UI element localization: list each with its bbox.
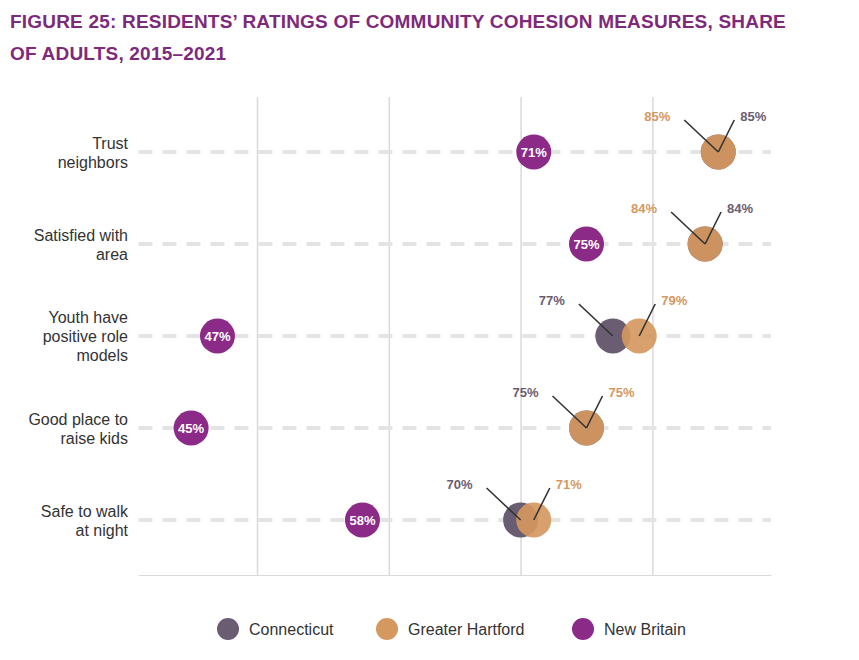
data-label: 47% — [204, 329, 230, 344]
dot — [174, 411, 209, 446]
data-label: 75% — [512, 385, 538, 400]
leader-line — [552, 396, 586, 428]
grid-line — [257, 97, 259, 575]
legend-swatch — [217, 618, 239, 640]
category-label: Trustneighbors — [58, 135, 129, 171]
legend-swatch — [376, 618, 398, 640]
category-label: Good place toraise kids — [28, 411, 128, 447]
data-label: 58% — [349, 513, 375, 528]
leader-line — [705, 212, 721, 244]
data-label: 79% — [661, 293, 687, 308]
category-label: Satisfied witharea — [34, 227, 128, 263]
x-tick — [257, 97, 258, 575]
category-label: Safe to walkat night — [41, 503, 129, 539]
leader-line — [487, 488, 521, 520]
row-guide — [138, 242, 771, 246]
legend-swatch — [572, 618, 594, 640]
x-axis-line — [139, 575, 772, 576]
data-label: 70% — [447, 477, 473, 492]
data-label: 71% — [556, 477, 582, 492]
data-label: 85% — [740, 109, 766, 124]
data-label: 77% — [539, 293, 565, 308]
data-labels: 71% 75% 47% 45% 58% 85% 85% 84% 84% 77% 79% 75% 75% 7… — [178, 109, 767, 528]
data-label: 75% — [573, 237, 599, 252]
leader-line — [586, 396, 602, 428]
row-guide — [138, 150, 771, 154]
row-guide — [138, 426, 771, 430]
marks — [174, 135, 736, 538]
data-label: 71% — [521, 145, 547, 160]
leader-line — [684, 120, 718, 152]
leader-line — [534, 488, 550, 520]
leader-line — [671, 212, 705, 244]
data-label: 84% — [631, 201, 657, 216]
legend-label: Greater Hartford — [408, 621, 524, 638]
legend: Connecticut Greater Hartford New Britain — [217, 618, 686, 640]
row-guides — [138, 152, 771, 520]
dot — [516, 135, 551, 170]
x-axis — [139, 97, 772, 576]
dot — [345, 503, 380, 538]
dot — [200, 319, 235, 354]
chart-svg: Trustneighbors Satisfied witharea Youth ha… — [0, 0, 859, 660]
dot — [569, 227, 604, 262]
data-label: 45% — [178, 421, 204, 436]
legend-label: New Britain — [604, 621, 686, 638]
leader-line — [639, 304, 655, 336]
leader-line — [718, 120, 734, 152]
leader-line — [579, 304, 613, 336]
chart-title: FIGURE 25: RESIDENTS’ RATINGS OF COMMUNI… — [10, 6, 810, 70]
row-guide — [138, 518, 771, 522]
data-label: 85% — [644, 109, 670, 124]
category-labels: Trustneighbors Satisfied witharea Youth ha… — [28, 135, 129, 539]
data-label: 84% — [727, 201, 753, 216]
legend-label: Connecticut — [249, 621, 334, 638]
category-label: Youth havepositive rolemodels — [43, 309, 128, 364]
data-label: 75% — [608, 385, 634, 400]
